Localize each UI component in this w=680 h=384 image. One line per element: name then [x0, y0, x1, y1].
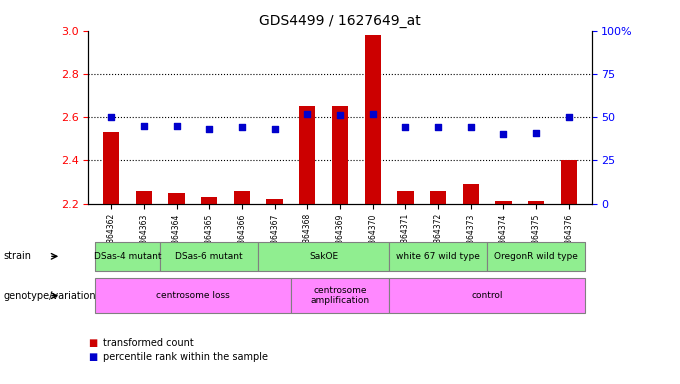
Bar — [397, 190, 413, 204]
Text: DSas-4 mutant: DSas-4 mutant — [94, 252, 161, 261]
Text: strain: strain — [3, 251, 31, 262]
Title: GDS4499 / 1627649_at: GDS4499 / 1627649_at — [259, 14, 421, 28]
Text: genotype/variation: genotype/variation — [3, 291, 96, 301]
Point — [171, 123, 182, 129]
Bar — [299, 106, 316, 204]
Text: white 67 wild type: white 67 wild type — [396, 252, 480, 261]
Text: control: control — [471, 291, 503, 300]
Point — [139, 123, 150, 129]
Bar — [364, 35, 381, 204]
Bar — [234, 190, 250, 204]
Bar — [430, 190, 446, 204]
Point — [400, 124, 411, 131]
Bar — [528, 201, 544, 204]
Point — [563, 114, 574, 120]
Point — [269, 126, 280, 132]
Text: SakOE: SakOE — [309, 252, 338, 261]
Bar — [462, 184, 479, 204]
Text: ■: ■ — [88, 352, 98, 362]
Text: centrosome loss: centrosome loss — [156, 291, 230, 300]
Bar — [201, 197, 218, 204]
Point — [367, 111, 378, 117]
Point — [106, 114, 117, 120]
Text: DSas-6 mutant: DSas-6 mutant — [175, 252, 243, 261]
Point — [530, 130, 541, 136]
Point — [237, 124, 248, 131]
Point — [432, 124, 443, 131]
Bar — [136, 190, 152, 204]
Text: transformed count: transformed count — [103, 338, 194, 348]
Bar — [103, 132, 120, 204]
Bar — [169, 193, 185, 204]
Point — [465, 124, 476, 131]
Bar — [267, 199, 283, 204]
Bar — [560, 161, 577, 204]
Text: ■: ■ — [88, 338, 98, 348]
Point — [335, 113, 345, 119]
Text: centrosome
amplification: centrosome amplification — [311, 286, 369, 305]
Text: percentile rank within the sample: percentile rank within the sample — [103, 352, 269, 362]
Text: OregonR wild type: OregonR wild type — [494, 252, 578, 261]
Point — [302, 111, 313, 117]
Point — [498, 131, 509, 137]
Bar — [495, 201, 511, 204]
Point — [204, 126, 215, 132]
Bar — [332, 106, 348, 204]
